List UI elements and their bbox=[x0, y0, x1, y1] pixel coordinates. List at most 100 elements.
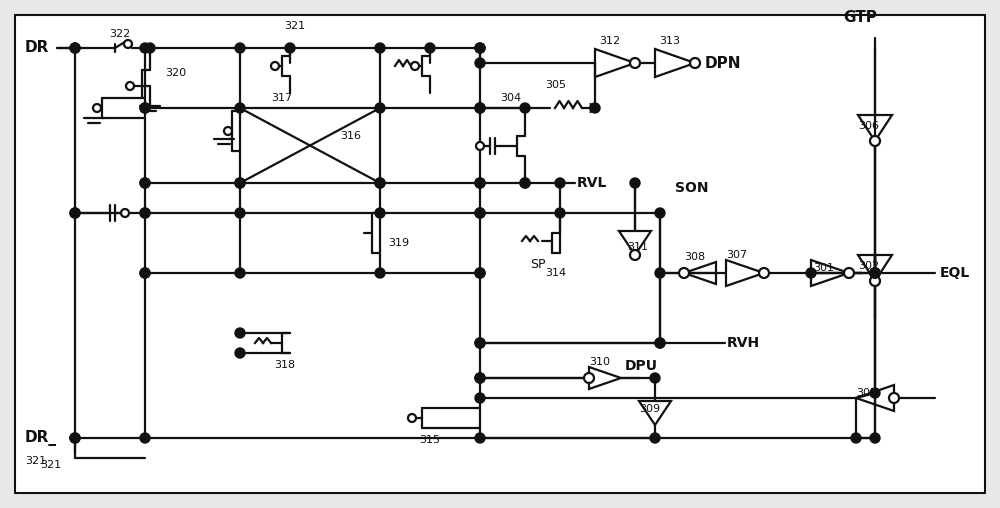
Circle shape bbox=[475, 43, 485, 53]
Circle shape bbox=[630, 178, 640, 188]
Circle shape bbox=[235, 43, 245, 53]
Text: 305: 305 bbox=[545, 80, 566, 90]
Polygon shape bbox=[590, 103, 600, 113]
Circle shape bbox=[806, 268, 816, 278]
Circle shape bbox=[475, 178, 485, 188]
Circle shape bbox=[70, 43, 80, 53]
Circle shape bbox=[235, 348, 245, 358]
Circle shape bbox=[475, 178, 485, 188]
Circle shape bbox=[140, 208, 150, 218]
Text: 321: 321 bbox=[25, 456, 46, 466]
Text: 321: 321 bbox=[284, 21, 306, 31]
Text: 311: 311 bbox=[627, 242, 648, 252]
Text: SP: SP bbox=[530, 259, 546, 271]
Circle shape bbox=[235, 208, 245, 218]
Circle shape bbox=[140, 433, 150, 443]
Circle shape bbox=[140, 103, 150, 113]
Circle shape bbox=[650, 433, 660, 443]
Text: SON: SON bbox=[675, 181, 708, 195]
Circle shape bbox=[140, 43, 150, 53]
Circle shape bbox=[655, 338, 665, 348]
Text: 313: 313 bbox=[660, 36, 680, 46]
Circle shape bbox=[870, 268, 880, 278]
Circle shape bbox=[70, 208, 80, 218]
Circle shape bbox=[655, 268, 665, 278]
Circle shape bbox=[870, 136, 880, 146]
Text: 318: 318 bbox=[274, 360, 296, 370]
Text: RVH: RVH bbox=[727, 336, 760, 350]
Text: 321: 321 bbox=[40, 460, 61, 470]
Text: EQL: EQL bbox=[940, 266, 970, 280]
Text: 307: 307 bbox=[726, 250, 748, 260]
Circle shape bbox=[475, 43, 485, 53]
Circle shape bbox=[70, 43, 80, 53]
Circle shape bbox=[870, 268, 880, 278]
Circle shape bbox=[759, 268, 769, 278]
Circle shape bbox=[375, 178, 385, 188]
Circle shape bbox=[475, 268, 485, 278]
Circle shape bbox=[650, 373, 660, 383]
Circle shape bbox=[475, 373, 485, 383]
Circle shape bbox=[70, 208, 80, 218]
Circle shape bbox=[140, 178, 150, 188]
Circle shape bbox=[655, 208, 665, 218]
Text: 302: 302 bbox=[858, 261, 880, 271]
Circle shape bbox=[475, 103, 485, 113]
Circle shape bbox=[475, 393, 485, 403]
Circle shape bbox=[375, 208, 385, 218]
Circle shape bbox=[475, 373, 485, 383]
Circle shape bbox=[584, 373, 594, 383]
Text: 322: 322 bbox=[109, 29, 131, 39]
Circle shape bbox=[870, 276, 880, 286]
Circle shape bbox=[235, 268, 245, 278]
Circle shape bbox=[520, 178, 530, 188]
Circle shape bbox=[475, 433, 485, 443]
Circle shape bbox=[679, 268, 689, 278]
Circle shape bbox=[140, 178, 150, 188]
Circle shape bbox=[655, 338, 665, 348]
Circle shape bbox=[475, 338, 485, 348]
Circle shape bbox=[870, 268, 880, 278]
Text: 301: 301 bbox=[814, 263, 834, 273]
Text: 320: 320 bbox=[165, 68, 186, 78]
Circle shape bbox=[375, 268, 385, 278]
Circle shape bbox=[140, 103, 150, 113]
Circle shape bbox=[889, 393, 899, 403]
Circle shape bbox=[235, 178, 245, 188]
Text: 317: 317 bbox=[271, 93, 293, 103]
Circle shape bbox=[140, 268, 150, 278]
Circle shape bbox=[126, 82, 134, 90]
Text: DPN: DPN bbox=[705, 55, 742, 71]
Circle shape bbox=[475, 58, 485, 68]
Circle shape bbox=[375, 178, 385, 188]
Text: 310: 310 bbox=[590, 357, 610, 367]
Circle shape bbox=[475, 208, 485, 218]
Circle shape bbox=[630, 250, 640, 260]
Circle shape bbox=[145, 43, 155, 53]
Circle shape bbox=[555, 178, 565, 188]
Text: DR: DR bbox=[25, 41, 49, 55]
Text: 315: 315 bbox=[420, 435, 440, 445]
Circle shape bbox=[475, 338, 485, 348]
Text: 308: 308 bbox=[684, 252, 706, 262]
Circle shape bbox=[476, 142, 484, 150]
Circle shape bbox=[70, 433, 80, 443]
Circle shape bbox=[93, 104, 101, 112]
Text: 306: 306 bbox=[858, 121, 880, 131]
Circle shape bbox=[140, 208, 150, 218]
Circle shape bbox=[224, 127, 232, 135]
Circle shape bbox=[285, 43, 295, 53]
Circle shape bbox=[425, 43, 435, 53]
Text: 312: 312 bbox=[599, 36, 621, 46]
Circle shape bbox=[375, 103, 385, 113]
Circle shape bbox=[630, 58, 640, 68]
Circle shape bbox=[690, 58, 700, 68]
Circle shape bbox=[271, 62, 279, 70]
Circle shape bbox=[475, 268, 485, 278]
Circle shape bbox=[520, 178, 530, 188]
Circle shape bbox=[140, 268, 150, 278]
Circle shape bbox=[411, 62, 419, 70]
Circle shape bbox=[851, 433, 861, 443]
Text: RVL: RVL bbox=[577, 176, 607, 190]
Circle shape bbox=[235, 328, 245, 338]
